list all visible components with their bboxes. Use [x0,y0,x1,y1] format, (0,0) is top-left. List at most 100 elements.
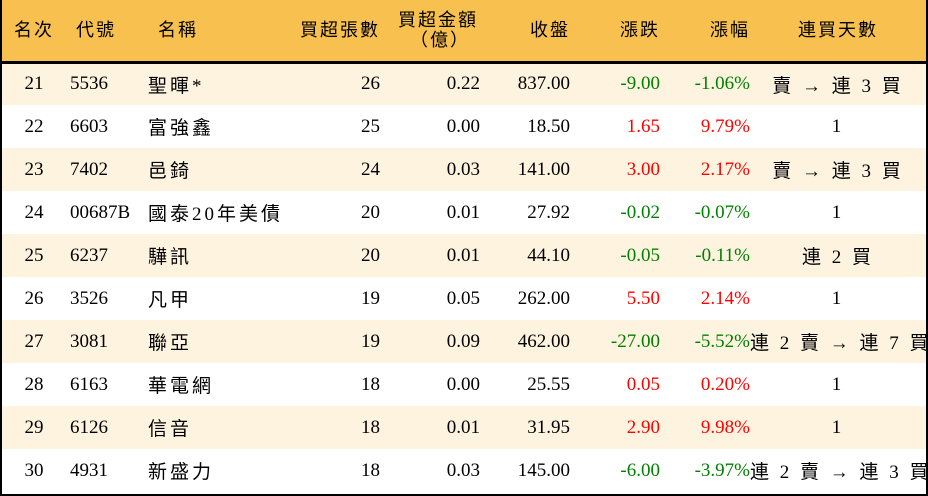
table-body: 21 5536 聖暉* 26 0.22 837.00 -9.00 -1.06% … [2,62,928,492]
cell-close: 31.95 [527,416,570,438]
cell-code: 6603 [70,115,108,137]
cell-net-buy-amount: 0.01 [446,416,480,438]
cell-streak: 1 [831,416,845,438]
header-net-buy-amount-line2: （億） [410,30,470,51]
cell-change-pct: 2.14% [700,287,750,309]
cell-change-pct: -0.07% [694,201,750,223]
cell-name: 新盛力 [148,462,215,483]
header-change-pct: 漲幅 [710,20,750,41]
cell-change-pct: 2.17% [700,158,750,180]
cell-name: 聖暉* [148,75,205,97]
cell-change: 5.50 [626,287,660,309]
cell-code: 3526 [70,287,108,309]
cell-streak: 1 [831,287,845,309]
cell-name: 華電網 [148,376,215,397]
cell-streak: 連 2 賣 → 連 3 買 [750,462,928,483]
cell-net-buy-lots: 18 [361,459,380,481]
header-change: 漲跌 [620,20,660,41]
cell-change-pct: -3.97% [694,459,750,481]
cell-name: 富強鑫 [148,118,215,139]
cell-name: 聯亞 [148,333,193,354]
cell-net-buy-lots: 19 [361,330,380,352]
cell-code: 3081 [70,330,108,352]
cell-change-pct: 9.79% [700,115,750,137]
table-row: 30 4931 新盛力 18 0.03 145.00 -6.00 -3.97% … [2,449,928,492]
cell-change-pct: -5.52% [694,330,750,352]
cell-rank: 30 [24,459,44,481]
cell-streak: 連 2 賣 → 連 7 買 [750,333,928,354]
cell-change: -27.00 [610,330,660,352]
header-streak: 連買天數 [798,20,878,41]
cell-streak: 1 [831,373,845,395]
table-row: 29 6126 信音 18 0.01 31.95 2.90 9.98% 1 [2,406,926,449]
cell-streak: 賣 → 連 3 買 [772,75,904,97]
header-rank: 名次 [14,20,54,41]
cell-change: -0.02 [620,201,660,223]
cell-change: 3.00 [626,158,660,180]
cell-rank: 22 [24,115,44,137]
cell-change-pct: 9.98% [700,416,750,438]
cell-code: 6163 [70,373,108,395]
cell-net-buy-amount: 0.05 [446,287,480,309]
cell-net-buy-lots: 18 [361,416,380,438]
header-row: 名次 代號 名稱 買超張數 買超金額 （億） 收盤 漲跌 漲幅 連買天數 [2,0,926,62]
cell-close: 44.10 [527,244,570,266]
cell-net-buy-amount: 0.00 [446,115,480,137]
cell-streak: 1 [831,115,845,137]
cell-close: 837.00 [517,73,570,95]
cell-net-buy-lots: 24 [361,158,380,180]
cell-close: 18.50 [527,115,570,137]
cell-change-pct: -0.11% [695,244,750,266]
cell-change-pct: -1.06% [694,73,750,95]
cell-net-buy-amount: 0.01 [446,244,480,266]
cell-streak: 連 2 買 [801,247,874,268]
cell-net-buy-amount: 0.00 [446,373,480,395]
cell-name: 信音 [148,419,193,440]
cell-code: 6237 [70,244,108,266]
table-row: 28 6163 華電網 18 0.00 25.55 0.05 0.20% 1 [2,363,926,406]
cell-net-buy-lots: 18 [361,373,380,395]
table-row: 26 3526 凡甲 19 0.05 262.00 5.50 2.14% 1 [2,277,926,320]
header-net-buy-amount: 買超金額 （億） [380,0,480,62]
cell-rank: 23 [24,158,44,180]
table-row: 22 6603 富強鑫 25 0.00 18.50 1.65 9.79% 1 [2,105,926,148]
cell-net-buy-lots: 26 [361,73,380,95]
table-row: 21 5536 聖暉* 26 0.22 837.00 -9.00 -1.06% … [2,62,926,105]
cell-close: 27.92 [527,201,570,223]
cell-change: 1.65 [626,115,660,137]
header-net-buy-amount-line1: 買超金額 [398,10,478,31]
table-row: 25 6237 驊訊 20 0.01 44.10 -0.05 -0.11% 連 … [2,234,926,277]
cell-net-buy-amount: 0.01 [446,201,480,223]
cell-net-buy-amount: 0.22 [446,73,480,95]
cell-streak: 1 [831,201,845,223]
cell-change: -6.00 [620,459,660,481]
cell-code: 5536 [70,73,108,95]
cell-rank: 21 [24,73,44,95]
cell-net-buy-amount: 0.03 [446,459,480,481]
table-row: 23 7402 邑錡 24 0.03 141.00 3.00 2.17% 賣 →… [2,148,926,191]
header-close: 收盤 [530,20,570,41]
cell-net-buy-amount: 0.03 [446,158,480,180]
cell-net-buy-lots: 25 [361,115,380,137]
cell-change: -9.00 [620,73,660,95]
cell-change-pct: 0.20% [700,373,750,395]
cell-name: 邑錡 [148,161,193,182]
cell-name: 驊訊 [148,247,193,268]
table-row: 24 00687B 國泰20年美債 20 0.01 27.92 -0.02 -0… [2,191,926,234]
cell-net-buy-amount: 0.09 [446,330,480,352]
cell-close: 145.00 [517,459,570,481]
header-code: 代號 [76,20,116,41]
cell-code: 7402 [70,158,108,180]
cell-close: 262.00 [517,287,570,309]
cell-name: 凡甲 [148,290,193,311]
cell-code: 6126 [70,416,108,438]
cell-rank: 28 [24,373,44,395]
cell-net-buy-lots: 19 [361,287,380,309]
cell-rank: 29 [24,416,44,438]
cell-close: 462.00 [517,330,570,352]
header-net-buy-lots: 買超張數 [300,20,380,41]
table-row: 27 3081 聯亞 19 0.09 462.00 -27.00 -5.52% … [2,320,928,363]
cell-rank: 25 [24,244,44,266]
